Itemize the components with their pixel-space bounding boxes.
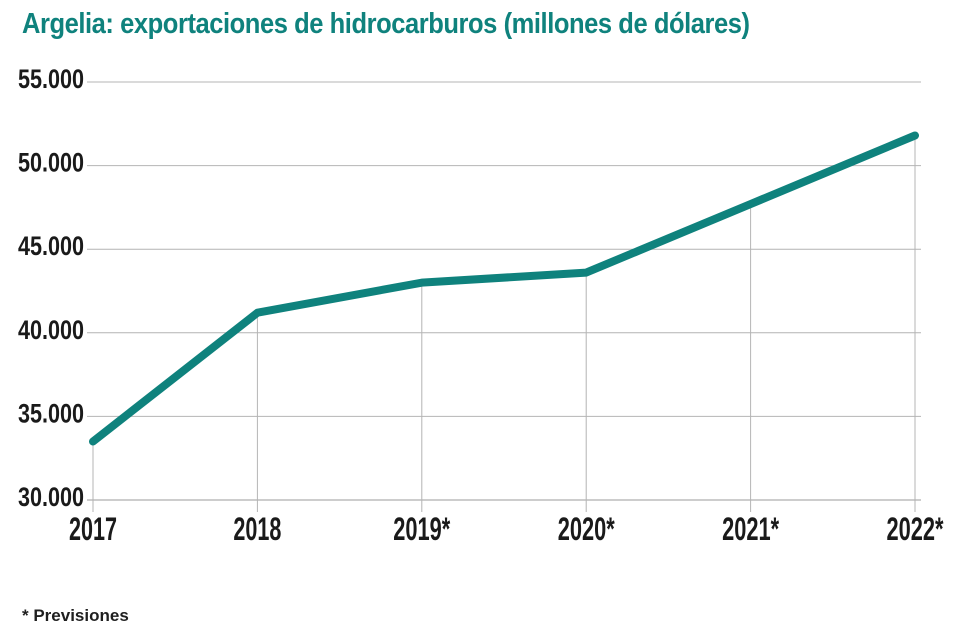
x-tick-label: 2017 [69,511,117,547]
y-tick-label: 35.000 [18,398,84,428]
x-tick-label: 2018 [233,511,281,547]
x-tick-label: 2022* [887,511,944,547]
data-line-series [89,131,919,446]
y-tick-label: 50.000 [18,148,84,178]
y-tick-label: 45.000 [18,231,84,261]
chart-footer: * Previsiones [ Fuente: Economist Intell… [22,551,843,628]
footnote-previsiones: * Previsiones [22,606,129,625]
y-tick-label: 30.000 [18,482,84,512]
x-tick-label: 2021* [722,511,779,547]
chart-title: Argelia: exportaciones de hidrocarburos … [22,8,750,40]
x-tick-label: 2019* [393,511,450,547]
y-tick-label: 55.000 [18,64,84,94]
y-tick-label: 40.000 [18,315,84,345]
x-tick-label: 2020* [558,511,615,547]
